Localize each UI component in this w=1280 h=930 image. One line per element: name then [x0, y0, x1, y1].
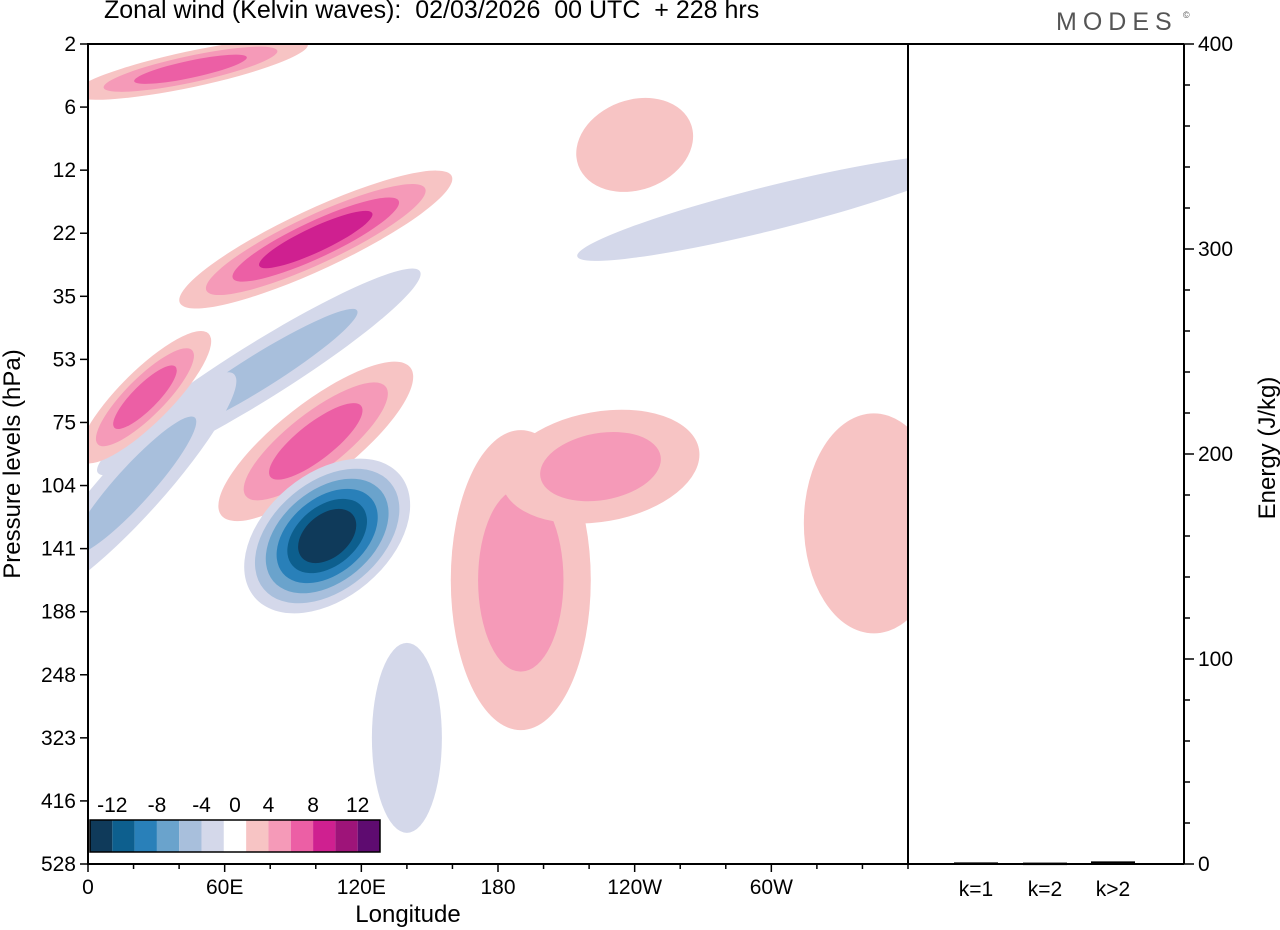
- contour-trop-pos-region-b: [501, 409, 700, 524]
- colorbar-swatch: [134, 820, 157, 852]
- y-tick-label: 6: [64, 96, 76, 119]
- x-tick-label: 60E: [206, 876, 243, 899]
- colorbar-label: 0: [229, 794, 241, 817]
- contour-band: [259, 210, 373, 269]
- colorbar-label: -12: [97, 794, 127, 817]
- colorbar-label: 12: [346, 794, 369, 817]
- contour-band: [88, 416, 197, 555]
- x-tick-label: 0: [82, 876, 94, 899]
- energy-category-label: k=1: [959, 878, 993, 901]
- colorbar-swatch: [112, 820, 135, 852]
- contour-band: [478, 488, 564, 672]
- contour-upper-pos-band: [88, 44, 308, 100]
- contour-strat-pos-band: [179, 170, 453, 309]
- contour-lower-neg-band: [88, 372, 237, 599]
- y-tick-label: 104: [41, 475, 76, 498]
- colorbar-label: 4: [263, 794, 275, 817]
- contour-band: [371, 642, 442, 833]
- colorbar-swatch: [156, 820, 180, 852]
- colorbar-swatch: [223, 820, 247, 852]
- colorbar-label: -8: [148, 794, 167, 817]
- energy-tick-label: 300: [1198, 238, 1233, 261]
- colorbar-swatch: [290, 820, 314, 852]
- colorbar: -12 -8 -4 0 4 8 12: [89, 794, 381, 853]
- contour-band: [540, 431, 661, 502]
- colorbar-label: 8: [307, 794, 319, 817]
- wind-field: [88, 44, 908, 833]
- contour-lower-pos-band-b: [218, 361, 414, 522]
- y-tick-label: 12: [53, 159, 76, 182]
- contour-upper-neg-band-east: [577, 155, 908, 261]
- contour-band: [113, 365, 177, 430]
- contour-lower-pos-band-a: [88, 330, 212, 464]
- colorbar-swatch: [268, 820, 291, 852]
- x-axis-label: Longitude: [355, 901, 460, 928]
- brand-copyright-mark: ©: [1183, 10, 1190, 20]
- y-tick-label: 323: [41, 727, 76, 750]
- y-tick-label: 35: [53, 285, 76, 308]
- y-tick-label: 528: [41, 853, 76, 876]
- colorbar-label: -4: [192, 794, 211, 817]
- colorbar-swatch: [201, 820, 224, 852]
- contour-band: [134, 54, 247, 84]
- colorbar-swatch: [90, 820, 113, 852]
- y-tick-label: 22: [53, 222, 76, 245]
- colorbar-frame: [89, 819, 381, 853]
- colorbar-swatch: [357, 820, 380, 852]
- contour-trop-neg-column: [371, 642, 442, 833]
- y-axis-label: Pressure levels (hPa): [0, 349, 26, 578]
- energy-bar: [1023, 862, 1067, 866]
- colorbar-swatch: [246, 820, 269, 852]
- energy-bar: [1091, 861, 1135, 864]
- energy-category-label: k>2: [1096, 878, 1130, 901]
- x-tick-label: 180: [480, 876, 515, 899]
- contour-east-pos-region: [803, 413, 908, 634]
- y-tick-label: 248: [41, 664, 76, 687]
- y-tick-label: 2: [64, 33, 76, 56]
- contour-upper-pos-east: [576, 97, 694, 192]
- contour-band: [269, 403, 363, 480]
- y-tick-label: 141: [41, 538, 76, 561]
- x-tick-label: 60W: [750, 876, 793, 899]
- contour-band: [577, 155, 908, 261]
- energy-category-label: k=2: [1028, 878, 1062, 901]
- energy-tick-label: 200: [1198, 443, 1233, 466]
- contour-band: [576, 97, 694, 192]
- energy-bar: [954, 862, 998, 865]
- y-tick-label: 75: [53, 411, 76, 434]
- y-tick-label: 188: [41, 601, 76, 624]
- colorbar-swatch: [313, 820, 336, 852]
- energy-panel: 0 100 200 300 400 Energy (J/kg) k=1 k=2 k>2: [908, 33, 1280, 901]
- contour-band: [803, 413, 908, 634]
- energy-axis-label: Energy (J/kg): [1254, 377, 1280, 520]
- y-tick-label: 416: [41, 790, 76, 813]
- x-tick-label: 120E: [337, 876, 386, 899]
- energy-tick-label: 400: [1198, 33, 1233, 56]
- colorbar-swatch: [179, 820, 202, 852]
- energy-tick-label: 100: [1198, 648, 1233, 671]
- x-tick-label: 120W: [607, 876, 662, 899]
- chart-title: Zonal wind (Kelvin waves): 02/03/2026 00…: [104, 0, 760, 24]
- energy-tick-label: 0: [1198, 853, 1210, 876]
- brand-logo: MODES: [1056, 8, 1178, 36]
- colorbar-swatch: [335, 820, 358, 852]
- contour-band: [298, 508, 357, 564]
- y-tick-label: 53: [53, 348, 76, 371]
- contour-deep-neg-core: [244, 458, 411, 614]
